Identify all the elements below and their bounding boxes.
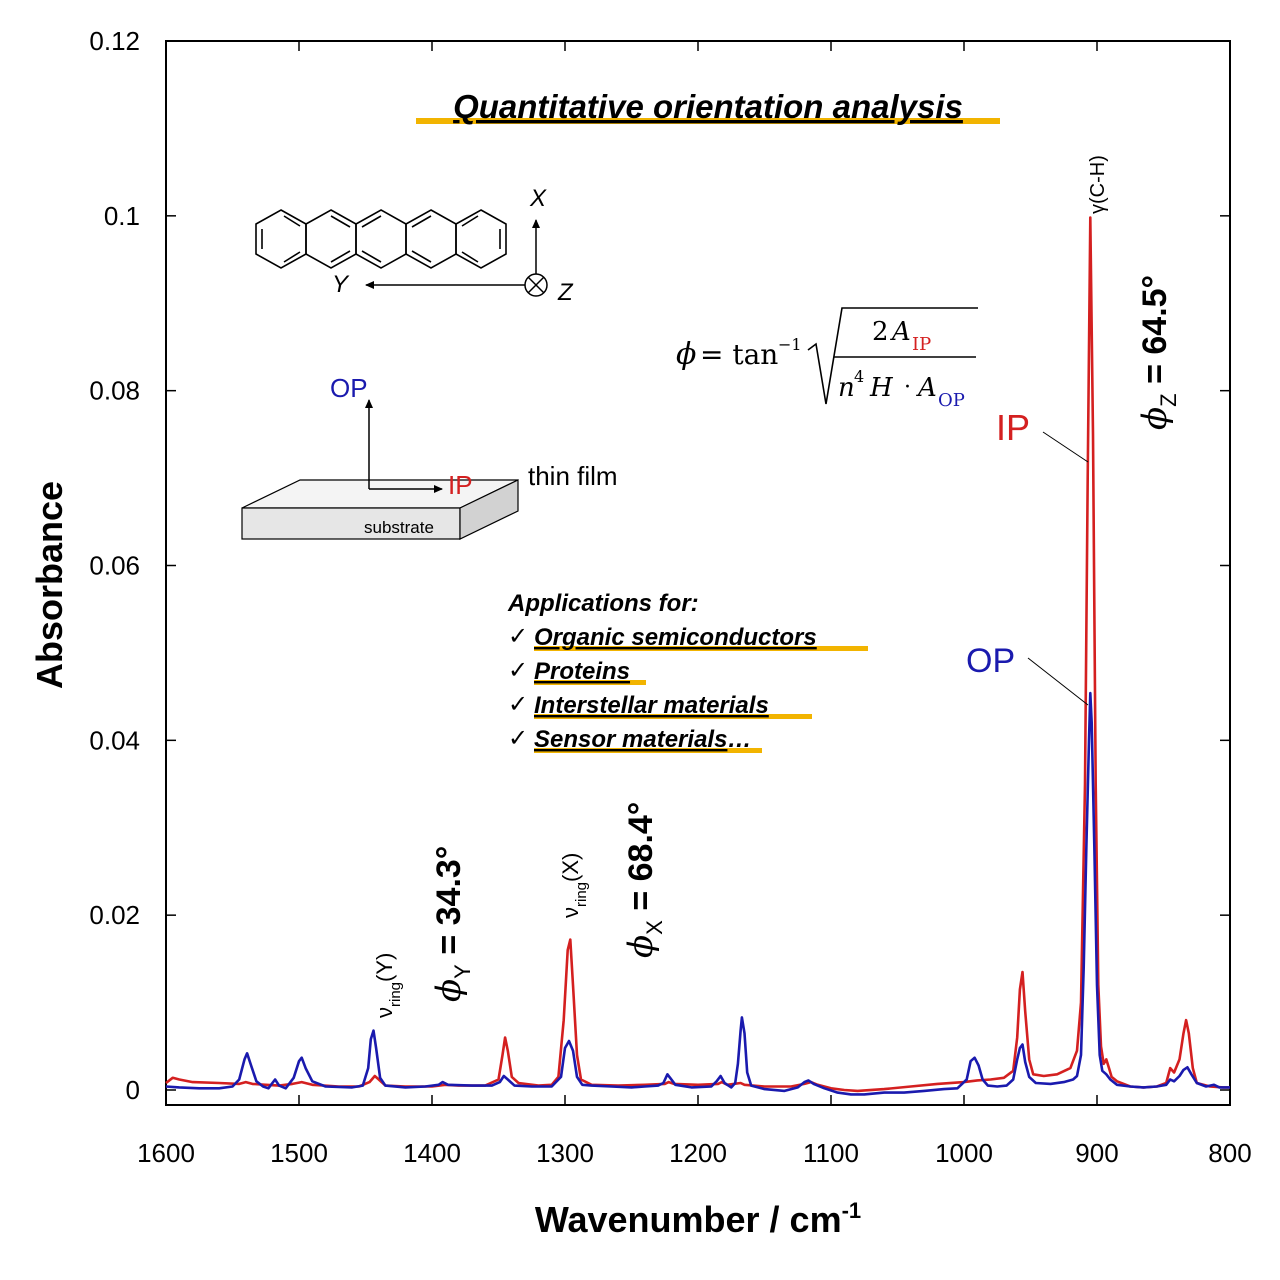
- axis-y-label: Y: [332, 271, 350, 298]
- svg-text:✓: ✓: [508, 657, 528, 684]
- svg-text:Interstellar materials: Interstellar materials: [534, 692, 769, 719]
- x-axis-label: Wavenumber / cm-1: [535, 1198, 861, 1240]
- svg-text:Sensor materials…: Sensor materials…: [534, 726, 751, 753]
- thin-film-diagram: OP IP thin film substrate: [241, 373, 618, 540]
- svg-text:= tan: = tan: [700, 338, 778, 371]
- chart-title: Quantitative orientation analysis: [453, 88, 963, 125]
- molecular-axes: X Y Z: [332, 185, 574, 306]
- y-tick-label: 0.08: [89, 376, 140, 406]
- y-tick-label: 0.04: [89, 725, 140, 755]
- x-tick-label: 1100: [803, 1138, 859, 1168]
- series-line-ip: [165, 216, 1230, 1093]
- svg-text:OP: OP: [938, 390, 965, 411]
- x-axis-ticks: 1600 1500 1400 1300 1200 1100 1000 900 800: [137, 41, 1252, 1168]
- application-item: ✓ Proteins: [508, 657, 630, 685]
- y-axis-ticks: 0 0.02 0.04 0.06 0.08 0.1 0.12: [89, 26, 1230, 1105]
- y-tick-label: 0: [126, 1075, 140, 1105]
- axis-z-label: Z: [557, 279, 574, 306]
- application-item: ✓ Organic semiconductors: [508, 623, 817, 651]
- svg-text:·: ·: [904, 375, 911, 400]
- x-tick-label: 1000: [935, 1138, 993, 1168]
- op-curve-label: OP: [966, 642, 1015, 680]
- ip-direction-label: IP: [448, 470, 473, 500]
- band-ring-x-label: νring(X): [558, 853, 590, 918]
- applications-heading: Applications for:: [507, 590, 699, 617]
- svg-text:Organic semiconductors: Organic semiconductors: [534, 624, 817, 651]
- phi-x-value: ϕX = 68.4°: [621, 802, 667, 958]
- band-ch-label: γ(C-H): [1087, 155, 1109, 214]
- plot-frame: [165, 40, 1231, 1106]
- orientation-formula: ϕ = tan −1 2 A IP n 4 H · A OP: [676, 307, 978, 411]
- x-tick-label: 900: [1075, 1138, 1118, 1168]
- svg-text:A: A: [916, 373, 937, 403]
- y-tick-label: 0.1: [104, 201, 140, 231]
- svg-text:A: A: [890, 317, 911, 347]
- svg-text:n: n: [838, 373, 855, 403]
- y-tick-label: 0.02: [89, 900, 140, 930]
- x-axis-label-superscript: -1: [842, 1198, 862, 1223]
- op-direction-label: OP: [330, 373, 368, 403]
- x-tick-label: 1300: [536, 1138, 594, 1168]
- svg-text:ϕ: ϕ: [676, 337, 696, 372]
- applications-list: Applications for: ✓ Organic semiconducto…: [507, 590, 868, 753]
- x-tick-label: 1600: [137, 1138, 195, 1168]
- phi-z-value: ϕZ = 64.5°: [1135, 275, 1181, 430]
- series-layer: [165, 216, 1230, 1096]
- axis-x-label: X: [529, 185, 547, 212]
- substrate-label: substrate: [364, 518, 434, 537]
- svg-text:4: 4: [854, 367, 864, 386]
- svg-text:H: H: [869, 373, 894, 403]
- application-item: ✓ Sensor materials…: [508, 725, 751, 753]
- svg-text:✓: ✓: [508, 691, 528, 718]
- square-root-sign: [807, 307, 978, 405]
- ip-curve-label: IP: [996, 407, 1030, 448]
- svg-text:✓: ✓: [508, 623, 528, 650]
- thin-film-label: thin film: [528, 461, 618, 491]
- phi-y-value: ϕY = 34.3°: [429, 846, 475, 1002]
- title-highlight: [416, 118, 1000, 124]
- y-tick-label: 0.06: [89, 551, 140, 581]
- x-tick-label: 1400: [403, 1138, 461, 1168]
- x-tick-label: 800: [1208, 1138, 1251, 1168]
- series-line-op: [165, 691, 1230, 1096]
- svg-text:Proteins: Proteins: [534, 658, 630, 685]
- band-ring-y-label: νring(Y): [372, 953, 404, 1018]
- y-axis-label: Absorbance: [29, 481, 70, 689]
- x-tick-label: 1200: [669, 1138, 727, 1168]
- y-tick-label: 0.12: [89, 26, 140, 56]
- svg-text:IP: IP: [912, 334, 931, 355]
- svg-text:−1: −1: [778, 335, 802, 354]
- pentacene-molecule: [255, 209, 507, 269]
- application-item: ✓ Interstellar materials: [508, 691, 769, 719]
- svg-text:2: 2: [872, 317, 889, 347]
- svg-text:✓: ✓: [508, 725, 528, 752]
- x-tick-label: 1500: [270, 1138, 328, 1168]
